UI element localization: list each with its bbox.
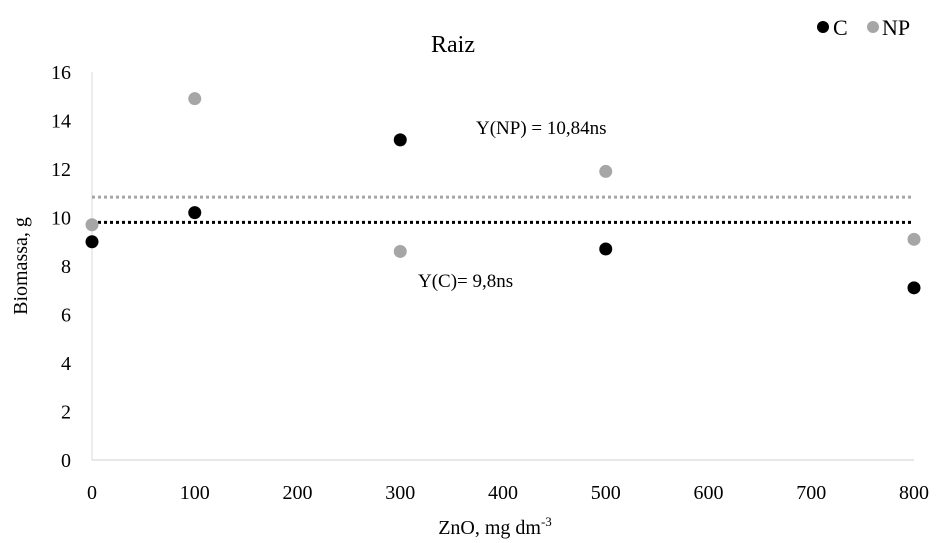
x-axis-label-text: ZnO, mg dm xyxy=(438,517,541,539)
point-np xyxy=(599,164,613,178)
x-tick-label: 200 xyxy=(283,482,313,504)
y-tick-label: 14 xyxy=(51,111,71,133)
y-tick-label: 8 xyxy=(61,256,71,278)
point-c xyxy=(907,281,921,295)
chart-title: Raiz xyxy=(431,32,475,58)
x-tick-label: 0 xyxy=(87,482,97,504)
x-axis-ticks: 0 100 200 300 400 500 600 700 800 xyxy=(87,482,929,504)
point-c xyxy=(599,242,613,256)
point-np xyxy=(393,244,407,258)
x-tick-label: 100 xyxy=(180,482,210,504)
y-axis-ticks: 0 2 4 6 8 10 12 14 16 xyxy=(51,62,71,472)
reference-lines xyxy=(92,195,914,224)
legend-label-c: C xyxy=(833,15,848,40)
y-axis-label: Biomassa, g xyxy=(10,217,32,315)
y-tick-label: 6 xyxy=(61,305,71,327)
x-tick-label: 800 xyxy=(899,482,929,504)
y-tick-label: 4 xyxy=(61,353,71,375)
y-tick-label: 16 xyxy=(51,62,71,84)
legend-marker-np xyxy=(867,21,879,33)
x-tick-label: 700 xyxy=(796,482,826,504)
y-tick-label: 10 xyxy=(51,208,71,230)
point-np xyxy=(907,232,921,246)
annotation-c-mean: Y(C)= 9,8ns xyxy=(418,271,513,292)
point-c xyxy=(188,206,202,220)
point-np xyxy=(188,92,202,106)
y-tick-label: 2 xyxy=(61,402,71,424)
point-c xyxy=(393,133,407,147)
x-tick-label: 600 xyxy=(694,482,724,504)
x-tick-label: 300 xyxy=(385,482,415,504)
y-tick-label: 0 xyxy=(61,450,71,472)
point-c xyxy=(85,235,99,249)
legend: C NP xyxy=(817,15,910,40)
legend-label-np: NP xyxy=(882,15,910,40)
x-tick-label: 400 xyxy=(488,482,518,504)
x-tick-label: 500 xyxy=(591,482,621,504)
x-axis-label: ZnO, mg dm-3 xyxy=(438,514,552,539)
y-tick-label: 12 xyxy=(51,159,71,181)
legend-marker-c xyxy=(817,21,829,33)
point-np xyxy=(85,218,99,232)
x-axis-label-superscript: -3 xyxy=(541,514,552,529)
data-points xyxy=(85,92,921,295)
annotation-np-mean: Y(NP) = 10,84ns xyxy=(476,118,607,139)
